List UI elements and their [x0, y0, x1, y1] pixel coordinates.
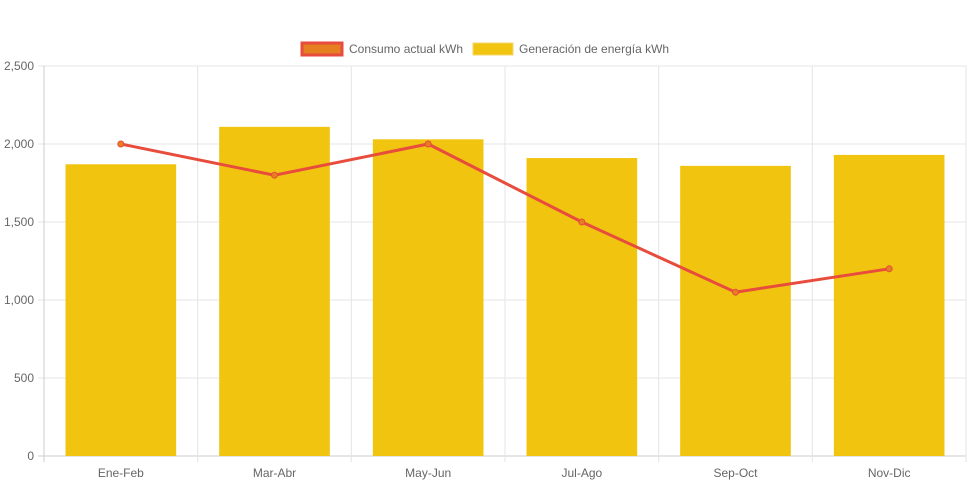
- legend-item-generacion[interactable]: Generación de energía kWh: [472, 42, 669, 56]
- bar-generacion: [65, 164, 177, 456]
- point-consumo: [578, 218, 586, 226]
- x-tick-label: Jul-Ago: [561, 466, 602, 480]
- line-consumo: [120, 142, 890, 294]
- bar-generacion: [219, 126, 330, 456]
- y-tick-label: 2,000: [4, 137, 34, 151]
- y-tick-label: 0: [27, 449, 34, 463]
- y-tick-label: 1,000: [4, 293, 34, 307]
- legend-label-generacion: Generación de energía kWh: [519, 42, 669, 56]
- x-tick-label: May-Jun: [405, 466, 451, 480]
- line-series: [117, 140, 893, 296]
- x-tick-label: Sep-Oct: [713, 466, 758, 480]
- point-consumo: [732, 288, 739, 296]
- point-consumo: [424, 140, 432, 148]
- bar-generacion: [526, 158, 638, 457]
- legend-swatch-generacion: [472, 42, 514, 56]
- legend-label-consumo: Consumo actual kWh: [349, 42, 463, 56]
- bars: [65, 126, 945, 457]
- grid: [38, 65, 967, 462]
- bar-generacion: [833, 154, 945, 457]
- legend-item-consumo[interactable]: Consumo actual kWh: [300, 41, 463, 57]
- point-consumo: [117, 140, 125, 148]
- x-tick-label: Ene-Feb: [98, 466, 144, 480]
- y-axis: 0 500 1,000 1,500 2,000 2,500: [4, 59, 34, 463]
- x-tick-label: Mar-Abr: [253, 466, 296, 480]
- x-tick-label: Nov-Dic: [868, 466, 911, 480]
- point-consumo: [885, 265, 893, 273]
- y-tick-label: 2,500: [4, 59, 34, 73]
- legend: Consumo actual kWh Generación de energía…: [300, 41, 669, 57]
- bar-generacion: [372, 139, 484, 456]
- y-tick-label: 1,500: [4, 215, 34, 229]
- legend-swatch-consumo: [300, 41, 344, 57]
- y-tick-label: 500: [14, 371, 34, 385]
- x-axis: Ene-Feb Mar-Abr May-Jun Jul-Ago Sep-Oct Nov-D…: [98, 466, 911, 480]
- point-consumo: [271, 171, 278, 179]
- bar-generacion: [680, 165, 791, 456]
